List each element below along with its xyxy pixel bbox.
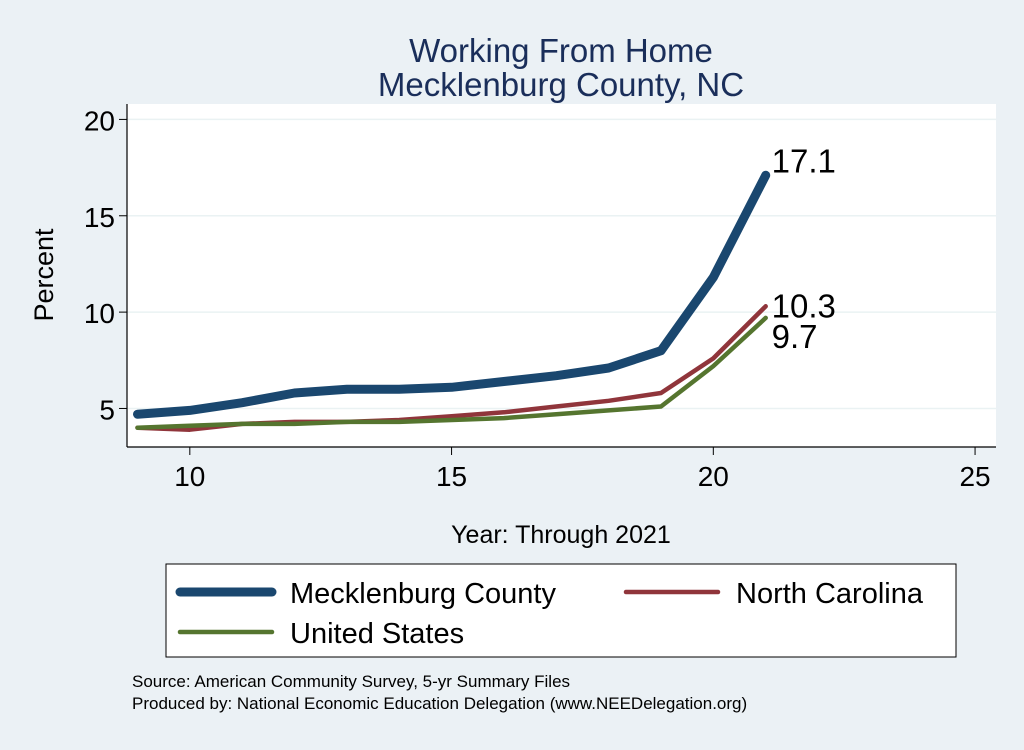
grid-lines <box>127 118 996 410</box>
x-tick-label-20: 20 <box>698 461 729 492</box>
y-tick-label-10: 10 <box>84 298 115 329</box>
y-tick-label-20: 20 <box>84 105 115 136</box>
legend-box <box>165 563 957 658</box>
series-line-united-states <box>135 315 768 430</box>
legend-label-mecklenburg-county: Mecklenburg County <box>290 578 556 610</box>
chart-title: Working From Home <box>409 32 713 69</box>
end-labels: 17.1 10.39.7 <box>772 142 836 355</box>
y-tick-label-5: 5 <box>99 394 115 425</box>
legend-label-united-states: United States <box>290 618 464 650</box>
x-tick-label-25: 25 <box>959 461 990 492</box>
x-axis-title: Year: Through 2021 <box>451 521 671 549</box>
legend: Mecklenburg County North Carolina United S… <box>175 578 924 650</box>
produced-by-note: Produced by: National Economic Education… <box>132 694 747 713</box>
x-tick-label-10: 10 <box>174 461 205 492</box>
legend-label-north-carolina: North Carolina <box>736 578 924 610</box>
end-label-north-carolina: 10.3 <box>772 287 836 324</box>
end-label-united-states: 9.7 <box>772 318 818 355</box>
series-line-mecklenburg-county <box>133 170 771 419</box>
axes: 5 10 15 20 10 15 20 25 <box>84 104 996 492</box>
chart-subtitle: Mecklenburg County, NC <box>378 66 744 103</box>
y-axis-title: Percent <box>29 228 59 322</box>
plot-area <box>127 104 996 447</box>
x-tick-label-15: 15 <box>436 461 467 492</box>
series-lines <box>133 170 771 432</box>
end-label-mecklenburg-county: 17.1 <box>772 142 836 179</box>
source-note: Source: American Community Survey, 5-yr … <box>132 672 570 691</box>
y-tick-label-15: 15 <box>84 202 115 233</box>
